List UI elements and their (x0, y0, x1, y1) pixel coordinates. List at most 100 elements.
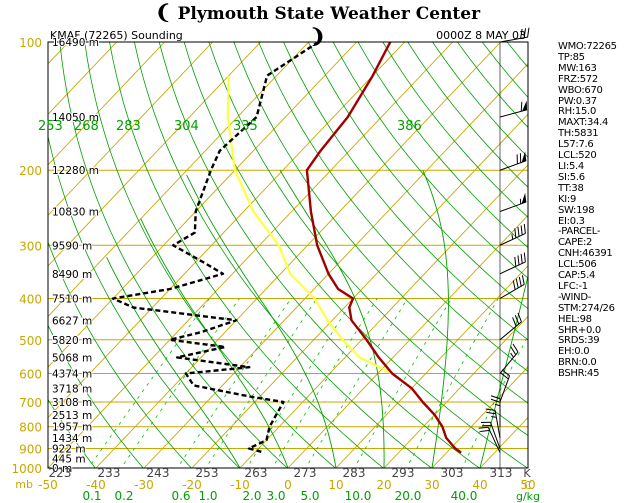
height-label: 6627 m (52, 315, 92, 327)
index-line: TT:38 (558, 182, 584, 194)
wind-barb-staff (487, 426, 501, 453)
wind-barb (480, 421, 501, 449)
wind-barb-half (511, 234, 514, 240)
wind-barb (478, 426, 501, 453)
mixing-ratio-line (354, 298, 452, 468)
isotherm-line (95, 42, 502, 468)
index-line: LFC:-1 (558, 280, 588, 292)
isotherm-line (335, 265, 528, 468)
theta-tick-label: 293 (392, 466, 415, 480)
sounding-time-label: 0000Z 8 MAY 03 (436, 29, 526, 42)
dry-adiabat-line (0, 42, 54, 477)
height-label: 12280 m (52, 165, 99, 177)
dry-adiabat-line (258, 42, 528, 372)
wind-barb-full (485, 408, 496, 411)
wind-barb-full (523, 252, 526, 262)
pressure-unit-label: mb (15, 478, 33, 491)
index-line: CAPE:2 (558, 237, 593, 249)
mixing-ratio-line (87, 298, 210, 468)
isotherm-line (191, 113, 528, 468)
wind-barb-staff (499, 321, 522, 341)
temperature-tick-label: 10 (328, 478, 343, 492)
height-label: 445 m (52, 454, 86, 466)
index-line: LCL:506 (558, 259, 597, 271)
height-label: 4374 m (52, 368, 92, 380)
moist-adiabat-line (479, 273, 528, 468)
dry-adiabat-line (357, 42, 528, 249)
wind-barb-full (521, 275, 525, 285)
pressure-tick-label: 800 (19, 421, 42, 435)
stability-indices-panel: WMO:72265 TP:85 MW:163 FRZ:572 WBO:670 PW:0.3… (558, 41, 617, 380)
wind-barb-staff (494, 410, 501, 439)
station-label: KMAF (72265) Sounding (50, 29, 183, 42)
temperature-tick-label: -30 (134, 478, 154, 492)
temperature-tick-label: 0 (284, 478, 292, 492)
wind-barb-full (490, 395, 501, 400)
wind-barb-full (527, 27, 530, 38)
height-label: 1434 m (52, 433, 92, 445)
isotherm-line (383, 315, 528, 468)
dry-adiabat-line (48, 324, 144, 468)
index-line: L57:7.6 (558, 139, 594, 151)
wind-barb-full (490, 398, 501, 403)
wind-barb (499, 275, 525, 299)
wind-barb-staff (499, 232, 526, 246)
wind-barb-full (478, 426, 489, 429)
mixing-ratio-tick-label: 5.0 (300, 489, 319, 503)
mixing-ratio-line (246, 298, 355, 468)
mixing-ratio-tick-label: 0.6 (171, 489, 190, 503)
theta-top-label: 304 (174, 119, 199, 134)
pressure-tick-label: 100 (19, 36, 42, 50)
wind-barb-staff (499, 109, 528, 118)
wind-barb-full (510, 346, 517, 355)
moist-adiabat-line (279, 169, 385, 468)
index-line: LI:5.4 (558, 160, 584, 172)
pressure-tick-label: 700 (19, 396, 42, 410)
index-line: WMO:72265 (558, 41, 617, 52)
dry-adiabat-line (109, 42, 384, 468)
isotherm-line (48, 42, 454, 468)
pressure-tick-label: 200 (19, 164, 42, 178)
dry-adiabat-line (332, 42, 528, 279)
index-line: BSHR:45 (558, 368, 600, 380)
wind-barb (499, 312, 522, 341)
wind-barb-full (486, 411, 496, 415)
wind-barb-full (515, 278, 519, 289)
index-line: TH:5831 (558, 128, 599, 140)
left-swoosh-icon: ❨ (154, 0, 172, 24)
pressure-tick-label: 600 (19, 367, 42, 381)
temperature-tick-label: -10 (230, 478, 250, 492)
mixing-ratio-tick-label: 40.0 (451, 489, 478, 503)
isotherm-line (143, 63, 528, 468)
index-line: SW:198 (558, 204, 595, 216)
right-swoosh-icon: ❩ (309, 24, 326, 48)
wind-barb-full (520, 101, 523, 112)
wind-barb-full (518, 276, 522, 287)
mixing-ratio-tick-label: 0.2 (114, 489, 133, 503)
wind-barb-full (482, 424, 492, 427)
isotherm-line (48, 42, 214, 217)
wind-barb-staff (499, 36, 528, 43)
isotherm-line (48, 42, 262, 267)
wind-barb-half (519, 198, 522, 205)
index-line: CAP:5.4 (558, 270, 596, 282)
index-line: LCL:520 (558, 150, 597, 162)
index-line: CNH:46391 (558, 248, 613, 260)
mixing-ratio-line (176, 298, 292, 468)
wind-barb (499, 223, 526, 246)
wind-barb-half (491, 416, 497, 418)
index-line: WBO:670 (558, 84, 603, 96)
isotherm-line (287, 214, 528, 468)
wind-barb (499, 27, 530, 43)
theta-top-label: 283 (116, 119, 141, 134)
wind-barb-full (480, 429, 490, 432)
index-line: STM:274/26 (558, 302, 615, 314)
index-line: SRDS:39 (558, 335, 600, 347)
theta-top-label: 253 (38, 119, 63, 134)
mixing-ratio-line (120, 298, 240, 468)
theta-tick-label: 283 (343, 466, 366, 480)
index-line: -PARCEL- (558, 226, 601, 238)
height-label: 3718 m (52, 383, 92, 395)
dry-adiabat-line (233, 42, 528, 404)
mixing-ratio-tick-label: 0.1 (82, 489, 101, 503)
